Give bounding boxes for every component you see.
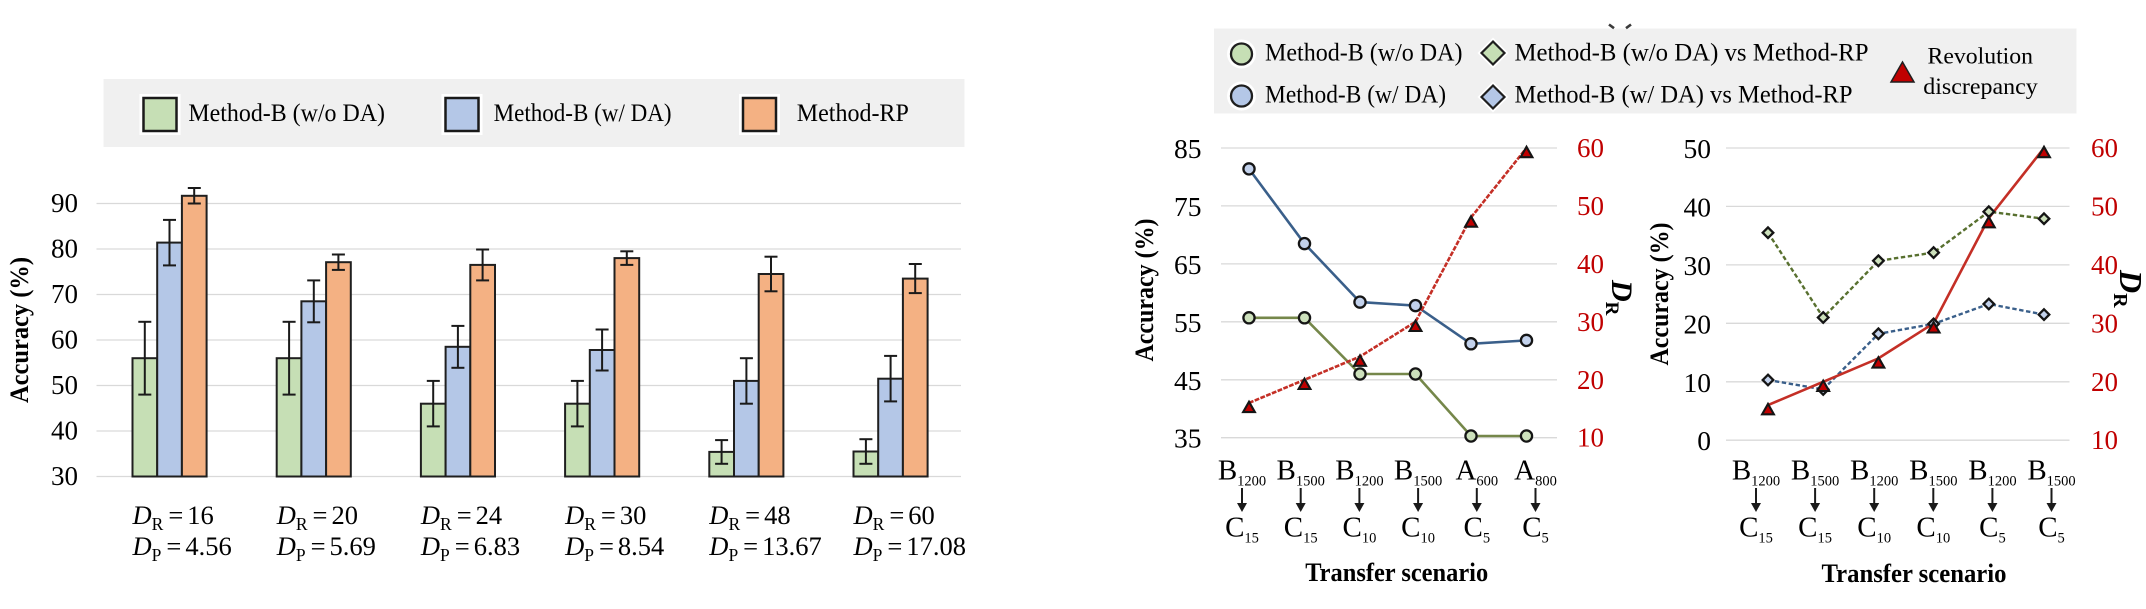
svg-text:DR=20: DR = 20 bbox=[276, 500, 358, 534]
svg-text:Method-B (w/o DA): Method-B (w/o DA) bbox=[1265, 40, 1463, 67]
svg-text:A600: A600 bbox=[1455, 455, 1498, 490]
svg-text:discrepancy: discrepancy bbox=[1923, 74, 2038, 100]
svg-text:DR: DR bbox=[1601, 279, 1638, 316]
svg-text:C10: C10 bbox=[1342, 512, 1376, 547]
svg-text:DR: DR bbox=[2109, 269, 2146, 308]
svg-text:C5: C5 bbox=[1464, 512, 1491, 547]
svg-text:10: 10 bbox=[1684, 367, 1712, 398]
svg-text:Method-RP: Method-RP bbox=[797, 100, 909, 127]
svg-text:C10: C10 bbox=[1401, 512, 1435, 547]
svg-text:30: 30 bbox=[1684, 250, 1712, 281]
svg-text:45: 45 bbox=[1174, 365, 1202, 396]
svg-text:C15: C15 bbox=[1284, 512, 1318, 547]
svg-text:65: 65 bbox=[1174, 249, 1202, 280]
svg-text:30: 30 bbox=[51, 461, 78, 491]
svg-text:60: 60 bbox=[2091, 133, 2118, 163]
svg-text:50: 50 bbox=[51, 370, 78, 400]
svg-text:30: 30 bbox=[1577, 307, 1604, 337]
svg-text:DR=48: DR = 48 bbox=[708, 500, 790, 534]
svg-text:B1200: B1200 bbox=[1218, 455, 1266, 490]
svg-text:20: 20 bbox=[1577, 365, 1604, 395]
svg-text:60: 60 bbox=[1577, 133, 1604, 163]
svg-text:Revolution: Revolution bbox=[1928, 44, 2034, 70]
svg-text:40: 40 bbox=[1577, 249, 1604, 279]
svg-text:B1500: B1500 bbox=[1909, 455, 1957, 490]
svg-text:Method-B (w/ DA): Method-B (w/ DA) bbox=[1265, 82, 1446, 109]
svg-text:DP=4.56: DP = 4.56 bbox=[132, 531, 232, 565]
svg-text:Transfer scenario: Transfer scenario bbox=[1822, 559, 2007, 588]
svg-text:Accuracy (%): Accuracy (%) bbox=[1130, 219, 1159, 362]
svg-text:DP=13.67: DP = 13.67 bbox=[708, 531, 821, 565]
svg-text:50: 50 bbox=[2091, 191, 2118, 221]
svg-text:Method-B (w/o DA): Method-B (w/o DA) bbox=[188, 100, 385, 127]
svg-text:50: 50 bbox=[1684, 133, 1712, 164]
svg-text:C5: C5 bbox=[1979, 512, 2006, 547]
svg-text:DR=16: DR = 16 bbox=[132, 500, 214, 534]
svg-text:55: 55 bbox=[1174, 307, 1202, 338]
svg-text:DP=6.83: DP = 6.83 bbox=[420, 531, 520, 565]
svg-text:DR=24: DR = 24 bbox=[420, 500, 502, 534]
svg-text:10: 10 bbox=[2091, 425, 2118, 455]
svg-text:20: 20 bbox=[2091, 367, 2118, 397]
svg-text:B1200: B1200 bbox=[1968, 455, 2016, 490]
svg-text:40: 40 bbox=[51, 416, 78, 446]
svg-text:DP=5.69: DP = 5.69 bbox=[276, 531, 376, 565]
svg-text:Transfer scenario: Transfer scenario bbox=[1305, 558, 1488, 587]
svg-text:Method-B (w/ DA): Method-B (w/ DA) bbox=[494, 100, 672, 127]
svg-text:B1500: B1500 bbox=[1394, 455, 1442, 490]
svg-text:70: 70 bbox=[51, 279, 78, 309]
svg-text:DP=17.08: DP = 17.08 bbox=[853, 531, 966, 565]
svg-text:0: 0 bbox=[1697, 425, 1711, 456]
svg-text:30: 30 bbox=[2091, 308, 2118, 338]
svg-text:C5: C5 bbox=[1522, 512, 1549, 547]
svg-text:40: 40 bbox=[1684, 191, 1712, 222]
svg-text:Accuracy (%): Accuracy (%) bbox=[5, 257, 34, 403]
svg-text:Method-B (w/o DA) vs Method-RP: Method-B (w/o DA) vs Method-RP bbox=[1515, 40, 1869, 67]
svg-text:DR=30: DR = 30 bbox=[564, 500, 646, 534]
svg-text:90: 90 bbox=[51, 188, 78, 218]
svg-text:85: 85 bbox=[1174, 133, 1202, 164]
svg-text:B1200: B1200 bbox=[1850, 455, 1898, 490]
svg-text:10: 10 bbox=[1577, 423, 1604, 453]
svg-text:DP=8.54: DP = 8.54 bbox=[564, 531, 664, 565]
svg-text:C10: C10 bbox=[1916, 512, 1950, 547]
svg-text:60: 60 bbox=[51, 325, 78, 355]
svg-text:75: 75 bbox=[1174, 191, 1202, 222]
svg-text:20: 20 bbox=[1684, 308, 1712, 339]
svg-text:C15: C15 bbox=[1798, 512, 1832, 547]
svg-text:C10: C10 bbox=[1857, 512, 1891, 547]
svg-text:Method-B (w/ DA) vs Method-RP: Method-B (w/ DA) vs Method-RP bbox=[1515, 82, 1853, 109]
svg-text:C5: C5 bbox=[2038, 512, 2065, 547]
svg-text:80: 80 bbox=[51, 234, 78, 264]
svg-text:B1200: B1200 bbox=[1335, 455, 1383, 490]
svg-text:50: 50 bbox=[1577, 191, 1604, 221]
svg-text:B1500: B1500 bbox=[1277, 455, 1325, 490]
svg-text:B1500: B1500 bbox=[1791, 455, 1839, 490]
svg-text:35: 35 bbox=[1174, 423, 1202, 454]
svg-text:B1500: B1500 bbox=[2027, 455, 2075, 490]
svg-text:40: 40 bbox=[2091, 250, 2118, 280]
svg-text:C15: C15 bbox=[1225, 512, 1259, 547]
svg-text:B1200: B1200 bbox=[1732, 455, 1780, 490]
svg-text:DR=60: DR = 60 bbox=[853, 500, 935, 534]
svg-text:C15: C15 bbox=[1739, 512, 1773, 547]
svg-text:A800: A800 bbox=[1514, 455, 1557, 490]
svg-text:Accuracy (%): Accuracy (%) bbox=[1645, 223, 1674, 366]
